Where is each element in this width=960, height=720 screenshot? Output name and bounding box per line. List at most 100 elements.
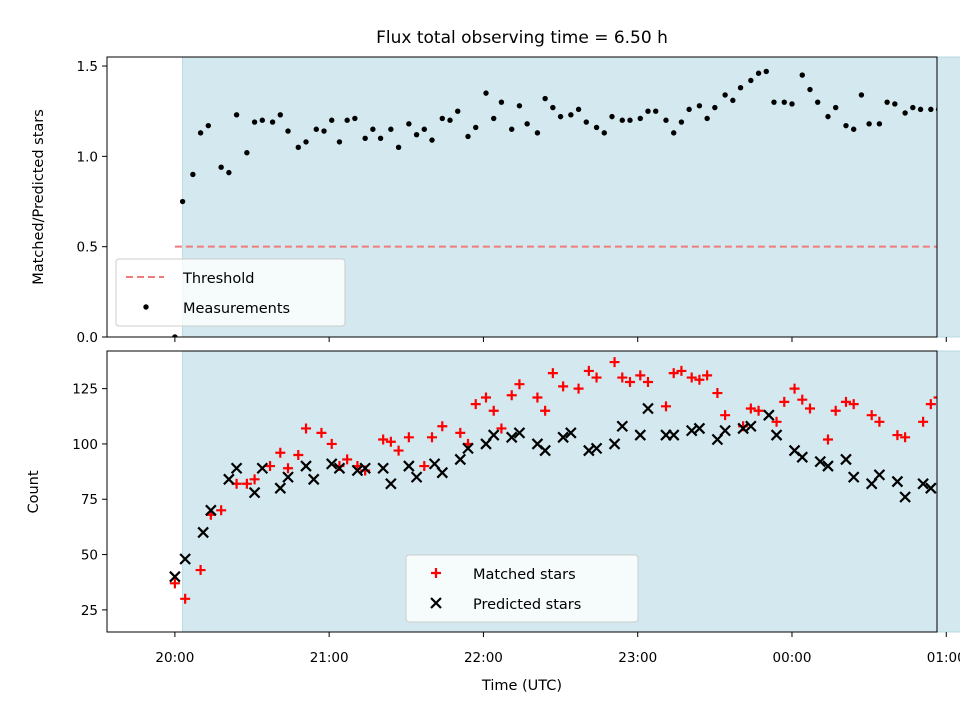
predicted-star-point [377,462,389,475]
matched-star-point [216,505,227,516]
x-tick-label: 22:00 [464,650,503,666]
x-axis-label: Time (UTC) [481,678,562,694]
matched-star-point [617,372,628,383]
series-predicted-stars [169,402,937,583]
y-axis-label-bottom: Count [26,470,42,513]
matched-star-point [925,399,936,410]
predicted-star-point [899,491,911,503]
matched-star-point [745,403,756,414]
measurement-point [850,126,857,132]
predicted-star-point [840,453,852,466]
measurement-point [244,150,250,156]
predicted-star-point [539,444,551,457]
matched-star-point [609,357,620,368]
measurement-point [534,130,541,136]
predicted-star-point [300,460,312,472]
bottom-panel: 25 50 75 100 125 20:00 21:00 22:00 23:00 00:00 01:… [72,350,960,666]
matched-star-point [779,396,790,407]
x-tick-label: 20:00 [155,650,194,666]
legend-predicted-swatch [430,597,442,609]
measurement-point [473,124,479,131]
matched-star-point [797,394,808,405]
matched-star-point [668,368,679,379]
measurement-point [637,115,643,122]
predicted-star-point [822,460,834,472]
measurement-point [303,139,309,145]
measurement-point [814,99,821,105]
predicted-star-point [513,427,526,439]
axes-frame [106,350,938,633]
y-tick-label: 75 [81,492,98,508]
matched-star-point [753,405,764,416]
measurement-point [763,68,769,75]
measurement-point [197,130,204,136]
measurement-point [542,95,548,102]
measurement-point [509,126,515,132]
predicted-star-point [454,453,467,466]
measurement-point [771,99,777,105]
predicted-star-point [248,486,261,499]
legend-box [405,554,639,623]
matched-star-point [293,449,304,460]
measurement-point [516,103,523,109]
matched-star-point [342,454,353,465]
measurement-point [686,106,692,113]
x-tick-label: 21:00 [310,650,349,666]
predicted-star-point [847,471,860,483]
matched-star-point [660,401,671,412]
predicted-star-point [325,458,338,470]
measurement-point [748,77,754,84]
measurement-point [413,131,420,138]
predicted-star-point [796,451,809,463]
legend-matched-label: Matched stars [473,567,576,583]
measurement-point [678,119,685,125]
measurement-point [807,86,813,93]
matched-star-point [635,370,646,381]
predicted-star-point [925,482,937,494]
predicted-star-point [719,424,731,437]
predicted-star-point [274,482,287,494]
predicted-star-point [763,409,775,421]
predicted-star-point [505,431,518,444]
x-tick-label: 23:00 [618,650,657,666]
matched-star-point [265,461,276,472]
predicted-star-point [256,462,269,475]
measurement-point [928,106,934,113]
matched-star-point [771,416,782,427]
measurement-point [429,137,435,143]
predicted-star-point [436,466,449,479]
measurement-point [251,119,258,125]
predicted-star-point [230,462,243,475]
legend-threshold-label: Threshold [182,271,254,287]
measurement-point [498,99,505,105]
measurement-point [704,115,710,122]
measurement-point [825,113,831,120]
measurement-point [593,124,600,131]
predicted-star-point [590,442,603,455]
matched-star-point [470,399,481,410]
measurement-point [781,99,787,105]
predicted-star-point [608,438,621,450]
measurement-point [190,171,196,178]
predicted-star-point [385,477,397,490]
matched-star-point [506,390,517,401]
matched-star-point [275,447,286,458]
measurement-point [455,108,461,114]
measurement-point [917,106,924,113]
matched-star-point [918,416,929,427]
predicted-star-point [642,402,654,415]
legend-matched-swatch [431,568,441,578]
predicted-star-point [917,477,929,490]
measurement-point [313,126,319,132]
matched-star-point [591,372,602,383]
matched-star-point [316,427,327,438]
matched-star-point [624,376,635,387]
matched-star-point [686,372,697,383]
y-tick-label: 1.0 [77,149,98,165]
measurement-point [653,108,659,114]
measurement-point [233,112,240,118]
matched-star-point [249,474,260,485]
matched-star-point [169,578,180,589]
measurement-point [491,115,497,122]
plot-area [169,357,937,604]
